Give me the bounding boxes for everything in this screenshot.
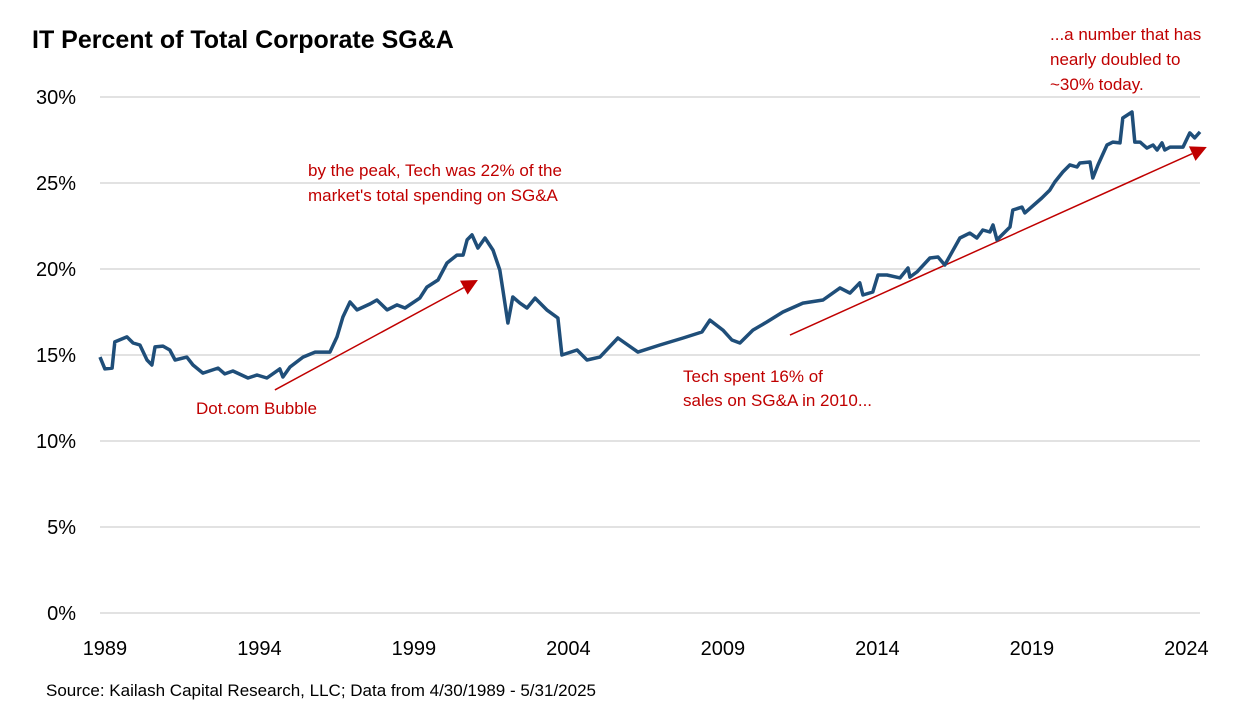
annotation-2010-line-2: sales on SG&A in 2010...: [683, 391, 872, 410]
x-tick-label: 1999: [392, 638, 437, 660]
x-tick-label: 2024: [1164, 638, 1209, 660]
annotation-peak: by the peak, Tech was 22% of the market'…: [308, 161, 567, 205]
y-tick-label: 15%: [36, 345, 76, 367]
y-tick-label: 5%: [47, 517, 76, 539]
annotation-2010-line-1: Tech spent 16% of: [683, 367, 823, 386]
annotation-arrows: [274, 146, 1207, 391]
x-tick-label: 1994: [237, 638, 282, 660]
y-tick-label: 30%: [36, 87, 76, 109]
y-tick-label: 0%: [47, 603, 76, 625]
x-tick-label: 1989: [83, 638, 128, 660]
annotation-today: ...a number that has nearly doubled to ~…: [1050, 25, 1206, 94]
annotation-dotcom: Dot.com Bubble: [196, 399, 317, 418]
y-tick-label: 10%: [36, 431, 76, 453]
x-tick-label: 2019: [1010, 638, 1055, 660]
chart-title: IT Percent of Total Corporate SG&A: [32, 26, 454, 54]
y-axis-tick-labels: 0% 5% 10% 15% 20% 25% 30%: [36, 87, 76, 625]
annotation-dotcom-line-1: Dot.com Bubble: [196, 399, 317, 418]
source-note: Source: Kailash Capital Research, LLC; D…: [46, 681, 596, 700]
annotation-today-line-2: nearly doubled to: [1050, 50, 1180, 69]
annotation-peak-line-2: market's total spending on SG&A: [308, 186, 559, 205]
x-tick-label: 2009: [701, 638, 746, 660]
arrowhead-icon: [460, 280, 478, 295]
gridlines: [100, 96, 1200, 614]
x-tick-label: 2014: [855, 638, 900, 660]
y-tick-label: 20%: [36, 259, 76, 281]
series-line: [98, 110, 1202, 380]
annotation-2010: Tech spent 16% of sales on SG&A in 2010.…: [683, 367, 872, 410]
annotation-arrow-line: [789, 152, 1193, 336]
annotation-arrow-line: [274, 286, 465, 391]
annotation-today-line-1: ...a number that has: [1050, 25, 1201, 44]
x-tick-label: 2004: [546, 638, 591, 660]
annotation-today-line-3: ~30% today.: [1050, 75, 1144, 94]
arrowhead-icon: [1188, 146, 1207, 161]
x-axis-tick-labels: 1989 1994 1999 2004 2009 2014 2019 2024: [83, 638, 1209, 660]
annotation-peak-line-1: by the peak, Tech was 22% of the: [308, 161, 562, 180]
series-group: [98, 110, 1202, 380]
y-tick-label: 25%: [36, 173, 76, 195]
